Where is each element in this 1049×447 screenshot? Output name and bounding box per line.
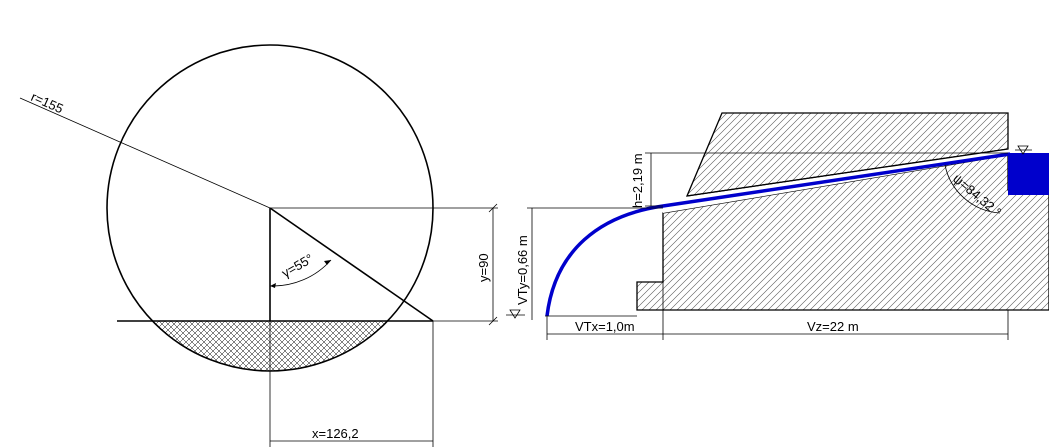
angle-arrow-left xyxy=(270,283,276,288)
y-tick-top xyxy=(488,203,498,213)
y-label: y=90 xyxy=(476,253,491,282)
vz-label: Vz=22 m xyxy=(807,319,859,334)
water-level-symbol-left xyxy=(509,309,521,319)
vtx-label: VTx=1,0m xyxy=(575,319,635,334)
radius-label: r=155 xyxy=(29,89,66,116)
radius-line xyxy=(19,97,271,209)
psi-angle-arc xyxy=(944,164,1001,214)
triangle-hypotenuse xyxy=(269,207,434,322)
channel-top-edge xyxy=(686,148,1009,197)
vty-label: VTy=0,66 m xyxy=(515,235,530,305)
angle-arrow-right xyxy=(324,260,331,265)
angle-arc xyxy=(269,259,332,287)
spillway-figure: h=2,19 m VTy=0,66 m VTx=1,0m Vz=22 m ψ=8… xyxy=(506,112,1049,340)
x-label: x=126,2 xyxy=(312,426,359,441)
h-label: h=2,19 m xyxy=(630,153,645,208)
circle-figure: r=155 γ=55° y=90 x=126,2 xyxy=(19,44,498,447)
water-block xyxy=(1008,153,1049,195)
y-tick-bottom xyxy=(488,316,498,326)
